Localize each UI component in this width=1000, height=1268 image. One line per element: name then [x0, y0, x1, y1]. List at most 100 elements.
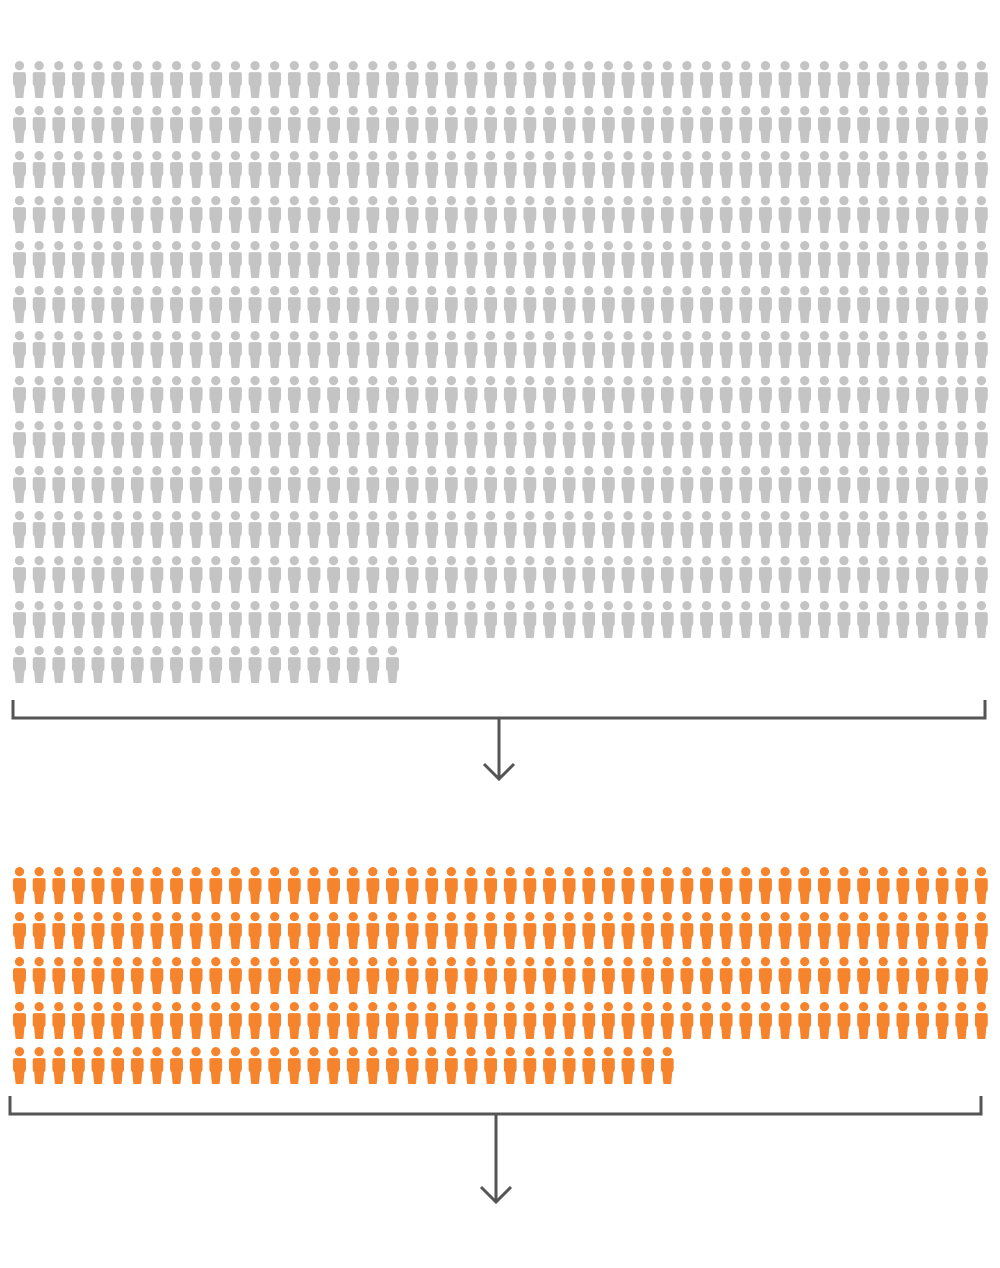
person-icon [111, 957, 125, 994]
person-icon [523, 376, 537, 413]
person-icon [700, 511, 714, 548]
person-icon [641, 511, 655, 548]
person-icon [601, 1002, 615, 1039]
person-icon [719, 912, 733, 949]
person-icon [621, 601, 635, 638]
person-icon [562, 466, 576, 503]
person-icon [778, 286, 792, 323]
person-icon [935, 376, 949, 413]
person-icon [582, 912, 596, 949]
person-icon [601, 912, 615, 949]
person-icon [739, 556, 753, 593]
person-icon [837, 466, 851, 503]
person-icon [464, 466, 478, 503]
person-icon [346, 556, 360, 593]
person-icon [798, 867, 812, 904]
person-icon [130, 196, 144, 233]
person-icon [228, 286, 242, 323]
person-icon [248, 957, 262, 994]
person-icon [916, 421, 929, 458]
person-icon [916, 376, 929, 413]
person-icon [778, 151, 792, 188]
person-icon [523, 601, 537, 638]
person-icon [209, 556, 223, 593]
person-icon [896, 196, 910, 233]
person-icon [150, 151, 164, 188]
person-icon [484, 957, 498, 994]
person-icon [680, 1002, 694, 1039]
person-icon [484, 601, 498, 638]
person-icon [857, 511, 871, 548]
person-icon [817, 106, 831, 143]
person-icon [13, 511, 26, 548]
person-icon [798, 912, 812, 949]
person-icon [621, 1047, 635, 1084]
person-icon [150, 511, 164, 548]
person-icon [189, 867, 203, 904]
person-icon [425, 466, 439, 503]
person-icon [974, 151, 988, 188]
person-icon [71, 556, 85, 593]
person-icon [543, 556, 556, 593]
person-icon [739, 912, 753, 949]
person-icon [405, 601, 419, 638]
person-icon [425, 196, 439, 233]
person-icon [641, 331, 655, 368]
person-icon [817, 196, 831, 233]
person-icon [621, 466, 635, 503]
person-icon [955, 556, 969, 593]
person-icon [32, 421, 46, 458]
person-icon [876, 466, 890, 503]
person-icon [170, 646, 184, 683]
person-icon [916, 466, 929, 503]
person-icon [641, 466, 655, 503]
person-icon [543, 106, 556, 143]
person-icon [876, 106, 890, 143]
person-icon [857, 421, 871, 458]
person-icon [91, 912, 105, 949]
person-icon [660, 241, 674, 278]
person-icon [346, 196, 360, 233]
person-icon [523, 957, 537, 994]
person-icon [484, 331, 498, 368]
person-icon [91, 61, 105, 98]
person-icon [582, 196, 596, 233]
person-icon [876, 376, 890, 413]
person-icon [974, 556, 988, 593]
person-icon [91, 957, 105, 994]
person-icon [817, 61, 831, 98]
person-icon [150, 421, 164, 458]
person-icon [837, 1002, 851, 1039]
person-icon [385, 1002, 399, 1039]
person-icon [660, 421, 674, 458]
person-icon [189, 646, 203, 683]
person-icon [150, 466, 164, 503]
person-icon [268, 151, 282, 188]
person-icon [287, 912, 301, 949]
person-icon [385, 556, 399, 593]
person-icon [228, 912, 242, 949]
person-icon [621, 241, 635, 278]
person-icon [170, 376, 184, 413]
person-icon [660, 957, 674, 994]
person-icon [778, 601, 792, 638]
person-icon [464, 196, 478, 233]
person-icon [268, 511, 282, 548]
person-icon [503, 1002, 517, 1039]
person-icon [130, 286, 144, 323]
person-icon [228, 646, 242, 683]
person-icon [758, 106, 772, 143]
person-icon [307, 286, 321, 323]
person-icon [582, 556, 596, 593]
person-icon [464, 241, 478, 278]
person-icon [385, 241, 399, 278]
person-icon [248, 646, 262, 683]
person-icon [837, 331, 851, 368]
down-arrow-1 [482, 718, 516, 782]
person-icon [111, 421, 125, 458]
person-icon [817, 331, 831, 368]
person-icon [778, 957, 792, 994]
person-icon [562, 1047, 576, 1084]
person-icon [523, 331, 537, 368]
